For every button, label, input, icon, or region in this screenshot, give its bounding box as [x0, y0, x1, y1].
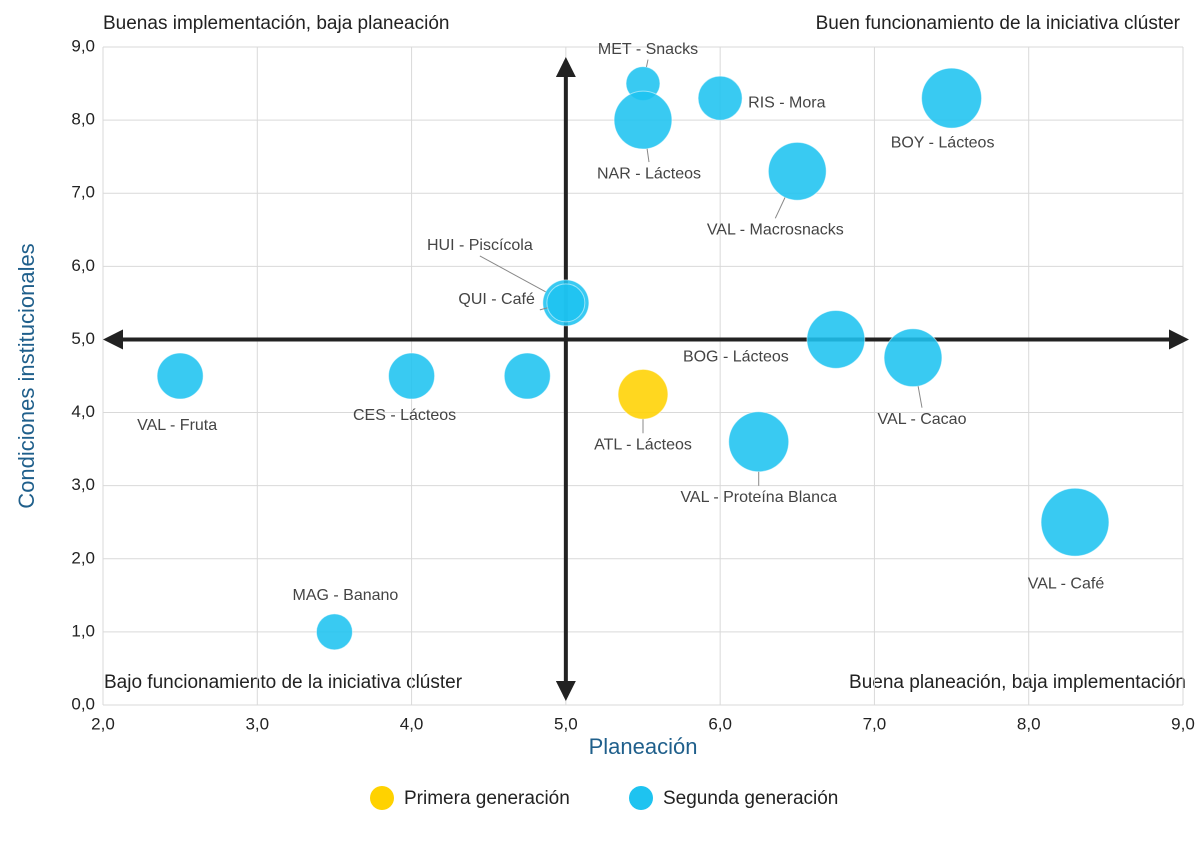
bubble [613, 90, 673, 150]
y-tick-label: 7,0 [71, 183, 95, 202]
x-tick-label: 3,0 [245, 714, 269, 733]
bubble [388, 352, 436, 400]
point-label: RIS - Mora [748, 94, 825, 111]
y-tick-label: 8,0 [71, 110, 95, 129]
x-tick-label: 7,0 [863, 714, 887, 733]
point-label: QUI - Café [458, 291, 535, 308]
y-tick-label: 2,0 [71, 548, 95, 567]
y-tick-label: 3,0 [71, 475, 95, 494]
bubble [1040, 487, 1110, 557]
quadrant-label: Buenas implementación, baja planeación [103, 13, 449, 34]
x-tick-label: 2,0 [91, 714, 115, 733]
legend-label: Segunda generación [663, 788, 838, 809]
legend-swatch [370, 786, 394, 810]
quadrant-label: Buena planeación, baja implementación [849, 672, 1186, 693]
bubble [697, 75, 743, 121]
legend-swatch [629, 786, 653, 810]
point-label: CES - Lácteos [353, 407, 456, 424]
point-label: VAL - Cacao [878, 411, 967, 428]
leader-line [479, 255, 546, 293]
point-label: BOG - Lácteos [683, 349, 789, 366]
y-tick-label: 0,0 [71, 694, 95, 713]
quadrant-label: Buen funcionamiento de la iniciativa clú… [816, 13, 1181, 34]
bubble [921, 67, 983, 129]
y-tick-label: 5,0 [71, 329, 95, 348]
x-tick-label: 5,0 [554, 714, 578, 733]
y-tick-label: 1,0 [71, 621, 95, 640]
bubble [806, 310, 866, 369]
bubble [503, 352, 551, 400]
x-tick-label: 4,0 [400, 714, 424, 733]
bubble [883, 328, 943, 388]
point-label: NAR - Lácteos [597, 165, 701, 182]
bubble [315, 613, 353, 651]
y-tick-label: 9,0 [71, 36, 95, 55]
point-label: ATL - Lácteos [594, 436, 692, 453]
leader-line [774, 197, 786, 219]
bubble [156, 352, 204, 400]
y-tick-label: 6,0 [71, 256, 95, 275]
point-label: MAG - Banano [293, 587, 399, 604]
bubble [728, 411, 790, 473]
bubble [767, 141, 827, 201]
point-label: VAL - Proteína Blanca [680, 489, 837, 506]
point-label: VAL - Macrosnacks [707, 222, 844, 239]
quadrant-label: Bajo funcionamiento de la iniciativa clú… [104, 672, 463, 693]
leader-line [917, 386, 923, 408]
x-axis-title: Planeación [589, 734, 698, 759]
point-label: MET - Snacks [598, 41, 698, 58]
leader-line [539, 307, 548, 311]
y-axis-title: Condiciones institucionales [14, 243, 39, 508]
bubble [617, 368, 669, 420]
point-label: VAL - Fruta [137, 417, 217, 434]
y-tick-label: 4,0 [71, 402, 95, 421]
x-tick-label: 9,0 [1171, 714, 1195, 733]
point-label: VAL - Café [1028, 575, 1105, 592]
point-label: HUI - Piscícola [427, 237, 533, 254]
x-tick-label: 6,0 [708, 714, 732, 733]
x-tick-label: 8,0 [1017, 714, 1041, 733]
point-label: BOY - Lácteos [891, 134, 995, 151]
leader-line [646, 148, 650, 163]
leader-line [645, 59, 649, 68]
legend-label: Primera generación [404, 788, 570, 809]
bubble [546, 283, 586, 323]
